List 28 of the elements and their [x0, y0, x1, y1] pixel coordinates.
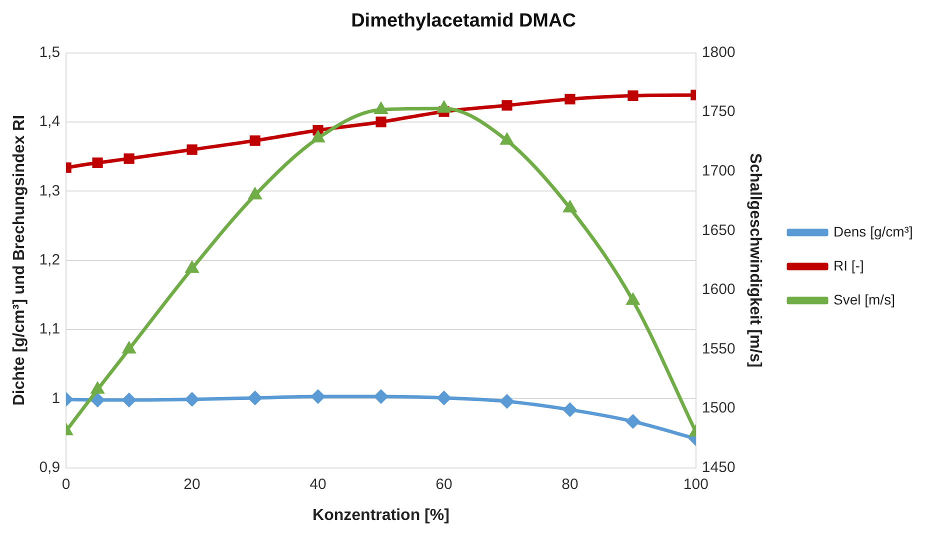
y2-tick-label: 1750	[702, 103, 736, 120]
y-tick-label: 1,5	[39, 44, 60, 61]
legend-label: Dens [g/cm³]	[834, 223, 913, 240]
legend-label: RI [-]	[834, 257, 864, 274]
y-axis-title: Dichte [g/cm³] und Brechungsindex RI	[11, 114, 28, 406]
y2-tick-label: 1800	[702, 44, 736, 61]
x-axis-title: Konzentration [%]	[312, 506, 450, 524]
y2-tick-label: 1550	[702, 340, 736, 358]
y-tick-label: 1,4	[39, 113, 60, 130]
x-tick-label: 0	[62, 476, 70, 493]
x-tick-label: 100	[683, 476, 708, 493]
y2-tick-label: 1700	[702, 162, 736, 180]
x-tick-label: 80	[562, 476, 578, 493]
chart-title: Dimethylacetamid DMAC	[351, 10, 576, 32]
y-tick-label: 1,1	[39, 320, 60, 338]
x-tick-label: 60	[436, 476, 452, 493]
x-tick-label: 20	[184, 476, 200, 493]
y2-tick-label: 1650	[702, 222, 736, 239]
x-tick-label: 40	[310, 476, 326, 493]
y-tick-label: 0,9	[39, 458, 60, 476]
y2-axis-title: Schallgeschwindigkeit [m/s]	[746, 153, 764, 368]
legend-label: Svel [m/s]	[834, 291, 895, 308]
y-tick-label: 1,2	[39, 251, 60, 268]
y2-tick-label: 1500	[702, 400, 736, 417]
y-tick-label: 1	[52, 390, 60, 407]
y2-tick-label: 1450	[702, 458, 736, 476]
y2-tick-label: 1600	[702, 281, 736, 298]
y-tick-label: 1,3	[39, 182, 60, 200]
